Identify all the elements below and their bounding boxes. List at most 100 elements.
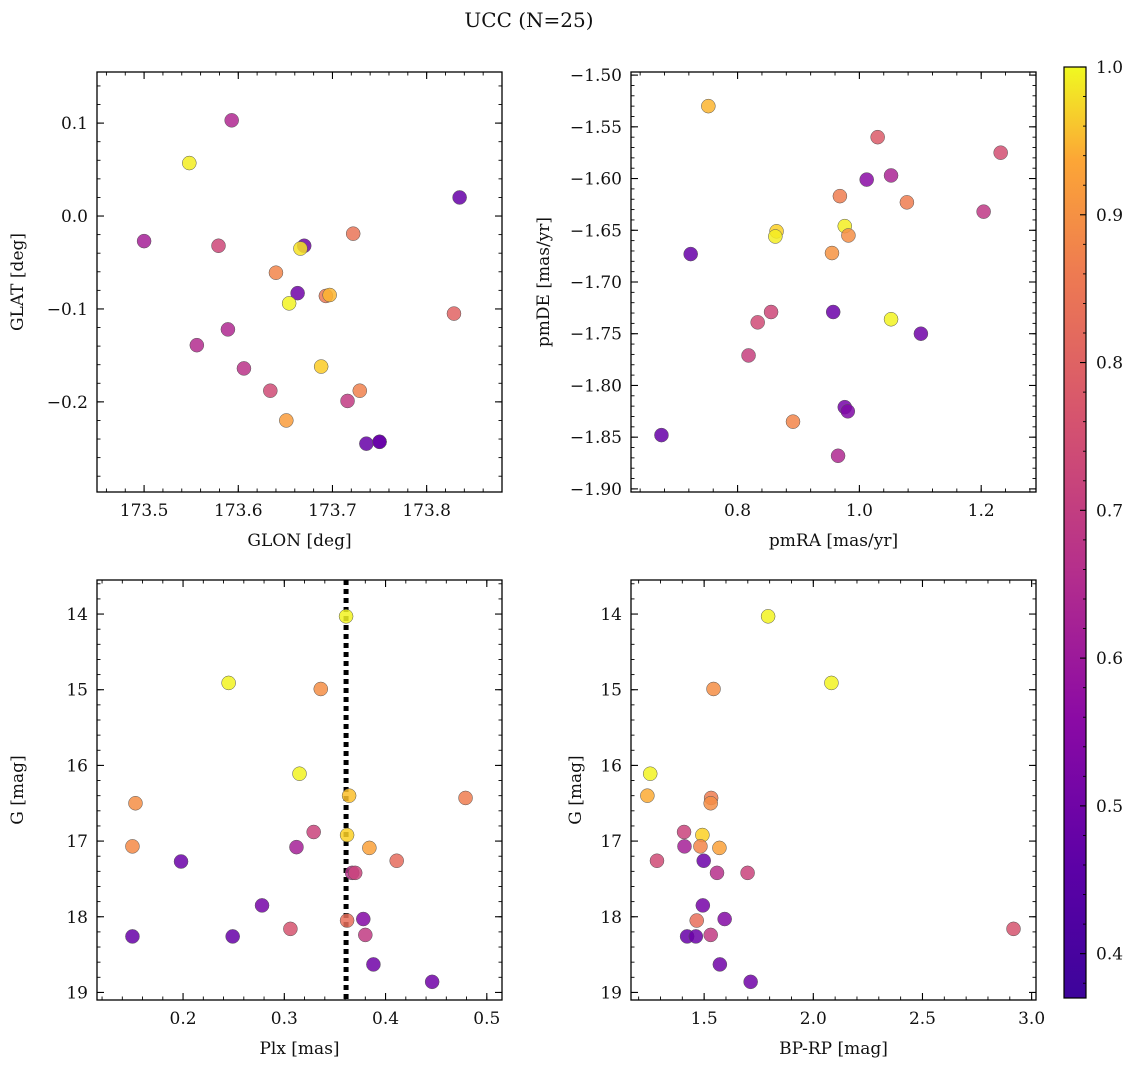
colorbar-tick-label: 1.0 [1096, 58, 1123, 78]
colorbar-tick-label: 0.6 [1096, 649, 1123, 669]
bprp-g-ytick-label: 19 [600, 983, 622, 1003]
bprp-g-ytick-label: 15 [600, 681, 622, 701]
figure-title: UCC (N=25) [464, 8, 593, 32]
pmra-pmde-xlabel: pmRA [mas/yr] [769, 531, 898, 551]
pmra-pmde-point [883, 168, 899, 183]
pmra-pmde-point [899, 195, 915, 210]
bprp-g-point [642, 766, 658, 781]
glon-glat-axes-frame [96, 71, 503, 493]
glon-glat-point [211, 238, 226, 254]
bprp-g-point [703, 927, 718, 943]
plx-g-xtick-label: 0.5 [473, 1009, 500, 1029]
pmra-pmde-ytick-label: −1.85 [570, 428, 622, 448]
glon-glat-point [293, 241, 308, 256]
pmra-pmde-ytick-label: −1.60 [570, 170, 622, 190]
panel-glon-glat: 173.5 173.6 173.7 173.8 −0.2 −0.1 0.0 0.1 GLON [… [8, 71, 503, 551]
plx-g-point [458, 790, 473, 806]
glon-glat-point [224, 113, 239, 128]
plx-g-point [292, 766, 307, 781]
plx-g-point [338, 609, 354, 624]
bprp-g-point [693, 839, 708, 854]
glon-glat-point [290, 285, 305, 301]
bprp-g-point [649, 853, 665, 869]
plx-g-point [254, 898, 270, 913]
pmra-pmde-point [825, 304, 841, 320]
bprp-g-point [677, 839, 692, 854]
glon-glat-point [189, 337, 205, 353]
pmra-pmde-point [763, 304, 779, 320]
pmra-pmde-ytick-label: −1.50 [570, 66, 622, 86]
bprp-g-ytick-label: 14 [600, 605, 622, 625]
plx-g-axes-frame [96, 579, 503, 1001]
glon-glat-ytick-label: 0.0 [61, 207, 88, 227]
bprp-g-point [706, 681, 721, 697]
bprp-g-ytick-label: 16 [600, 756, 622, 776]
plx-g-point [347, 865, 363, 881]
glon-glat-point [446, 306, 462, 321]
plx-g-xtick-label: 0.3 [271, 1009, 298, 1029]
bprp-g-point [676, 824, 692, 840]
plx-g-point [125, 839, 140, 854]
bprp-g-point [689, 913, 704, 928]
glon-glat-ytick-label: 0.1 [61, 114, 88, 134]
glon-glat-point [345, 226, 361, 241]
glon-glat-ytick-label: −0.2 [47, 393, 88, 413]
glon-glat-point [268, 265, 284, 280]
glon-glat-point [220, 322, 236, 337]
bprp-g-xtick-label: 2.5 [909, 1009, 936, 1029]
plx-g-point [341, 788, 357, 803]
pmra-pmde-point [859, 172, 874, 187]
bprp-g-point [824, 675, 839, 691]
pmra-pmde-ytick-label: −1.80 [570, 376, 622, 396]
glon-glat-point [313, 359, 329, 374]
pmra-pmde-xtick-label: 1.2 [968, 501, 995, 521]
glon-glat-xtick-label: 173.8 [402, 501, 451, 521]
plx-g-point [221, 675, 236, 691]
bprp-g-point [712, 957, 728, 972]
glon-glat-xtick-label: 173.5 [120, 501, 169, 521]
bprp-g-point [717, 911, 732, 927]
bprp-g-point [695, 898, 711, 913]
bprp-g-point [703, 795, 718, 811]
glon-glat-point [372, 434, 387, 450]
glon-glat-ytick-label: −0.1 [47, 300, 88, 320]
panel-pmra-pmde: 0.8 1.0 1.2 −1.90 −1.85 −1.80 −1.75 −1.70 −1.65 −… [534, 66, 1037, 551]
glon-glat-point [263, 383, 278, 398]
pmra-pmde-ytick-label: −1.90 [570, 480, 622, 500]
glon-glat-xtick-label: 173.7 [308, 501, 357, 521]
plx-g-xlabel: Plx [mas] [259, 1039, 339, 1059]
bprp-g-point [712, 840, 727, 856]
plx-g-ylabel: G [mag] [8, 755, 28, 824]
plx-g-xtick-label: 0.2 [170, 1009, 197, 1029]
pmra-pmde-point [976, 204, 991, 219]
pmra-pmde-point [993, 145, 1008, 160]
colorbar-tick-label: 0.5 [1096, 797, 1123, 817]
glon-glat-point [281, 296, 297, 311]
pmra-pmde-point [830, 448, 846, 464]
colorbar-tick-label: 0.8 [1096, 354, 1123, 374]
pmra-pmde-ytick-label: −1.55 [570, 118, 622, 138]
plx-g-point [366, 957, 381, 972]
bprp-g-point [709, 865, 725, 881]
glon-glat-xlabel: GLON [deg] [247, 531, 351, 551]
bprp-g-ylabel: G [mag] [566, 755, 586, 824]
pmra-pmde-point [832, 188, 848, 204]
pmra-pmde-ytick-label: −1.70 [570, 273, 622, 293]
plx-g-ytick-label: 15 [66, 681, 88, 701]
panel-plx-g: 0.2 0.3 0.4 0.5 14 15 16 17 18 19 Plx [mas] G [mag] [8, 579, 503, 1059]
glon-glat-point [279, 413, 294, 428]
pmra-pmde-xtick-label: 0.8 [724, 501, 751, 521]
pmra-pmde-point [683, 246, 698, 262]
plx-g-point [356, 911, 371, 927]
glon-glat-point [352, 383, 368, 398]
colorbar-tick-label: 0.7 [1096, 501, 1123, 521]
bprp-g-point [640, 788, 655, 803]
bprp-g-ytick-label: 18 [600, 908, 622, 928]
bprp-g-point [743, 974, 758, 990]
pmra-pmde-point [768, 229, 783, 244]
pmra-pmde-ylabel: pmDE [mas/yr] [534, 217, 554, 347]
glon-glat-point [322, 287, 337, 303]
pmra-pmde-point [883, 311, 899, 327]
pmra-pmde-point [701, 98, 716, 114]
